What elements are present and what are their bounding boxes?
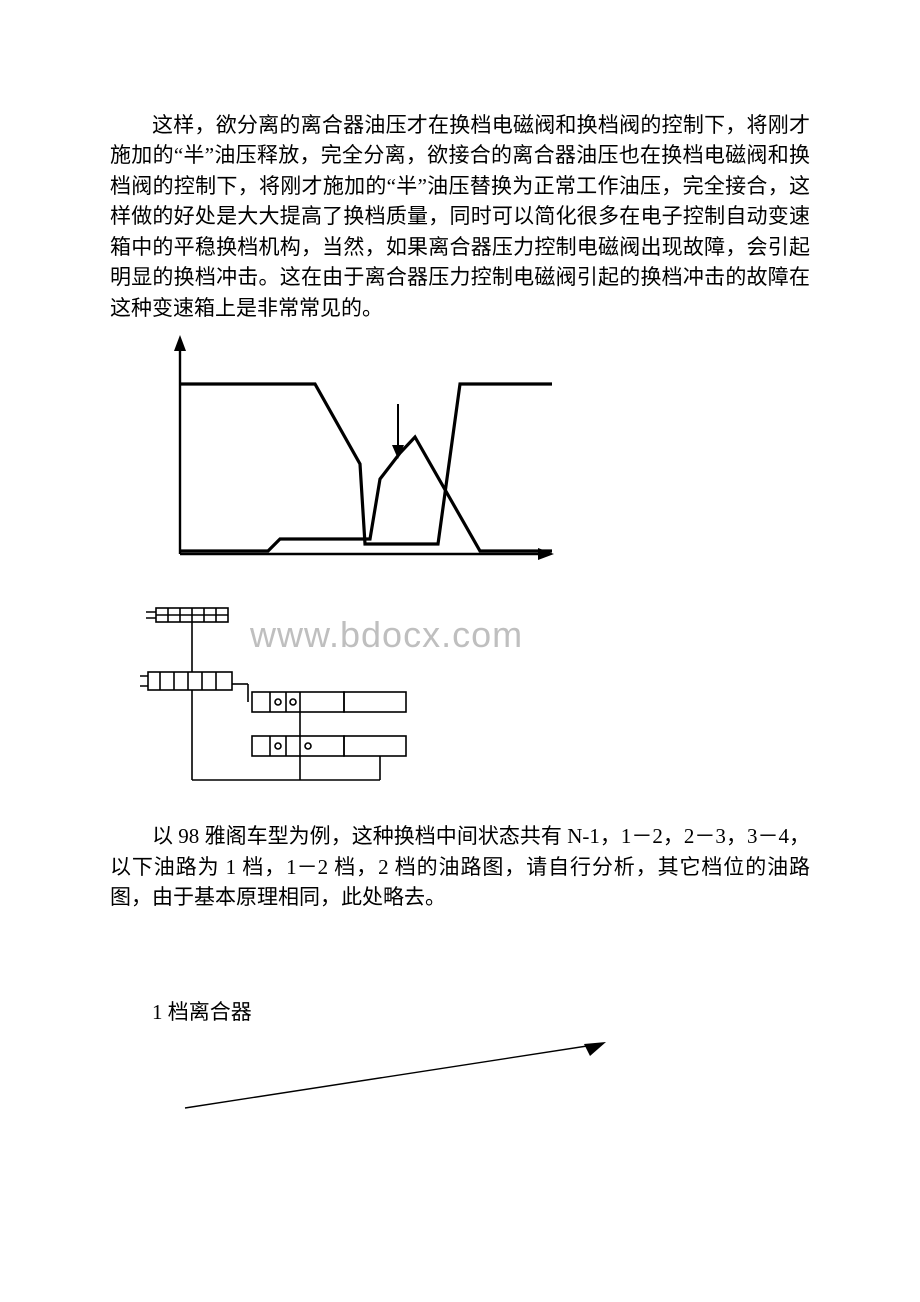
hydraulic-schematic	[140, 602, 810, 807]
paragraph-1: 这样，欲分离的离合器油压才在换档电磁阀和换档阀的控制下，将刚才施加的“半”油压释…	[110, 110, 810, 323]
valve-r2-body	[344, 736, 406, 756]
chart-svg	[140, 329, 560, 579]
valve-r1-body	[344, 692, 406, 712]
schematic-svg	[140, 602, 460, 802]
series-disengage	[180, 384, 552, 544]
trend-line	[185, 1044, 600, 1108]
valve-r1-spool	[252, 692, 344, 712]
trend-arrow	[170, 1030, 810, 1125]
clutch-1-label: 1 档离合器	[152, 996, 810, 1026]
series-engage	[180, 437, 552, 551]
paragraph-2: 以 98 雅阁车型为例，这种换档中间状态共有 N-1，1－2，2－3，3－4，以…	[110, 821, 810, 912]
trend-arrow-svg	[170, 1030, 690, 1120]
spacer	[110, 918, 810, 946]
valve-r2-spool	[252, 736, 344, 756]
y-axis-arrow	[174, 335, 186, 351]
trend-arrowhead	[584, 1042, 606, 1056]
document-page: 这样，欲分离的离合器油压才在换档电磁阀和换档阀的控制下，将刚才施加的“半”油压释…	[0, 0, 920, 1302]
pressure-crossover-chart	[140, 329, 810, 584]
